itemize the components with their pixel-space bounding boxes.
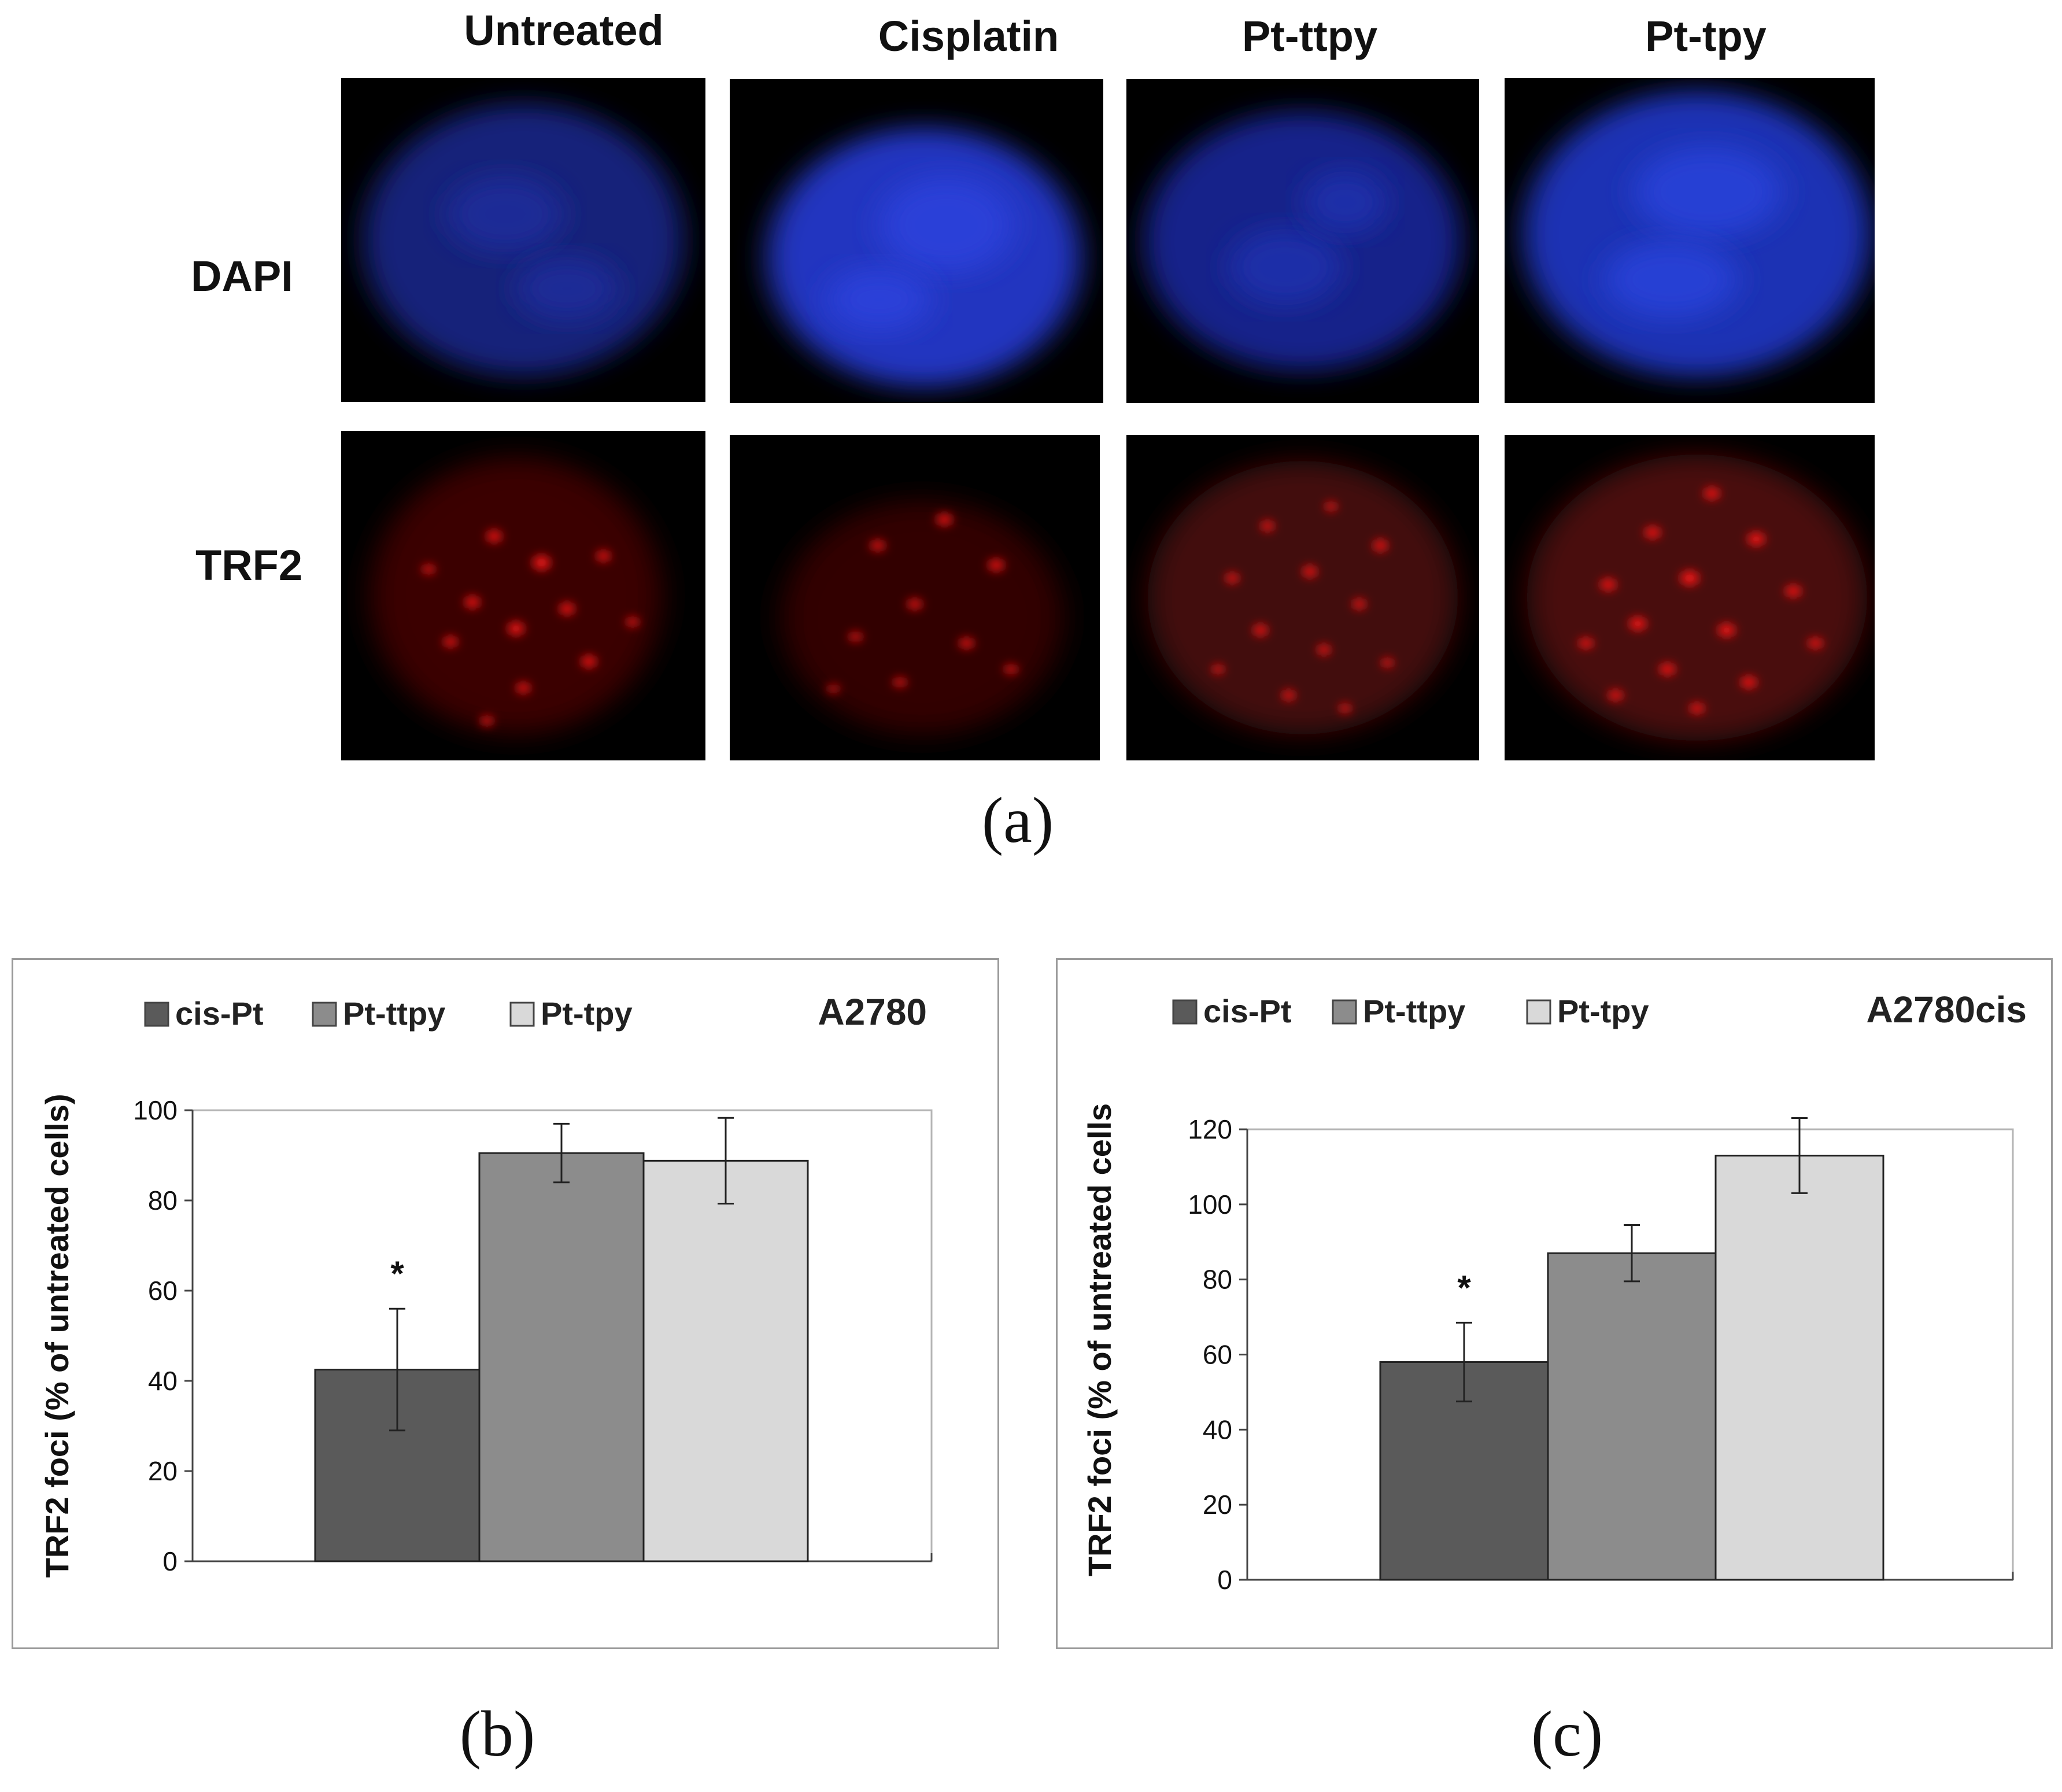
legend-label-pt-ttpy: Pt-ttpy [343, 995, 445, 1032]
legend-swatch-pt-tpy [1526, 999, 1551, 1025]
significance-marker: * [390, 1254, 404, 1293]
legend-label-pt-tpy: Pt-tpy [541, 995, 633, 1032]
y-tick-label: 0 [1217, 1565, 1232, 1595]
legend-swatch-pt-ttpy [312, 1002, 337, 1027]
bar-chart-a2780: 0 20 40 60 80 100 * cis-Pt Pt-ttpy Pt-tpy A2780 TRF… [39, 991, 933, 1578]
y-tick-label: 100 [133, 1095, 178, 1125]
y-tick-label: 100 [1188, 1189, 1232, 1220]
bar-pt-ttpy [1547, 1252, 1717, 1581]
column-label-cisplatin: Cisplatin [878, 12, 1059, 60]
column-label-pt-tpy: Pt-tpy [1645, 12, 1767, 60]
dapi-image-pt-tpy [1505, 78, 1875, 403]
legend-label-cis-pt: cis-Pt [175, 995, 264, 1032]
panel-b-caption: (b) [459, 1698, 535, 1770]
y-tick-label: 20 [1203, 1490, 1232, 1520]
y-tick-label: 60 [1203, 1340, 1232, 1370]
y-tick-label: 40 [1203, 1414, 1232, 1444]
significance-marker: * [1457, 1268, 1471, 1307]
legend-label-cis-pt: cis-Pt [1203, 993, 1292, 1029]
bar-pt-tpy [1714, 1154, 1884, 1581]
row-label-trf2: TRF2 [195, 541, 302, 589]
y-tick-label: 120 [1188, 1114, 1232, 1144]
row-label-dapi: DAPI [191, 252, 293, 300]
bar-pt-tpy [642, 1159, 809, 1562]
y-tick-label: 80 [1203, 1265, 1232, 1295]
y-tick-label: 80 [148, 1185, 178, 1215]
y-tick-label: 40 [148, 1366, 178, 1396]
column-label-pt-ttpy: Pt-ttpy [1241, 12, 1378, 60]
bar-pt-ttpy [478, 1152, 645, 1562]
chart-title: A2780cis [1866, 989, 2027, 1030]
column-label-untreated: Untreated [464, 6, 664, 54]
chart-frame-a2780: 0 20 40 60 80 100 * cis-Pt Pt-ttpy Pt-tpy A2780 TRF… [12, 958, 999, 1649]
chart-frame-a2780cis: 0 20 40 60 80 100 120 * cis-Pt Pt-ttpy Pt-tpy A2780… [1056, 958, 2053, 1649]
legend-swatch-cis-pt [144, 1002, 169, 1027]
legend-swatch-pt-tpy [509, 1002, 535, 1027]
y-axis-label: TRF2 foci (% of untreated cells) [39, 1094, 75, 1578]
legend-label-pt-tpy: Pt-tpy [1557, 993, 1649, 1029]
legend-label-pt-ttpy: Pt-ttpy [1363, 993, 1465, 1029]
legend-swatch-pt-ttpy [1332, 999, 1357, 1025]
dapi-image-pt-ttpy [1126, 79, 1479, 403]
legend-swatch-cis-pt [1172, 999, 1198, 1025]
panel-a-caption: (a) [981, 785, 1054, 856]
y-tick-label: 20 [148, 1456, 178, 1486]
trf2-image-cisplatin [730, 435, 1100, 760]
trf2-image-pt-ttpy [1126, 435, 1479, 760]
trf2-image-pt-tpy [1505, 435, 1875, 760]
dapi-image-cisplatin [730, 79, 1103, 403]
y-tick-label: 60 [148, 1276, 178, 1306]
chart-title: A2780 [818, 991, 927, 1033]
dapi-image-untreated [341, 78, 705, 402]
bar-chart-a2780cis: 0 20 40 60 80 100 120 * cis-Pt Pt-ttpy Pt-tpy A2780… [1081, 989, 2027, 1595]
y-axis-label: TRF2 foci (% of untreated cells [1081, 1103, 1118, 1576]
panel-c-caption: (c) [1531, 1698, 1603, 1770]
y-tick-label: 0 [162, 1546, 178, 1576]
trf2-image-untreated [341, 431, 705, 760]
